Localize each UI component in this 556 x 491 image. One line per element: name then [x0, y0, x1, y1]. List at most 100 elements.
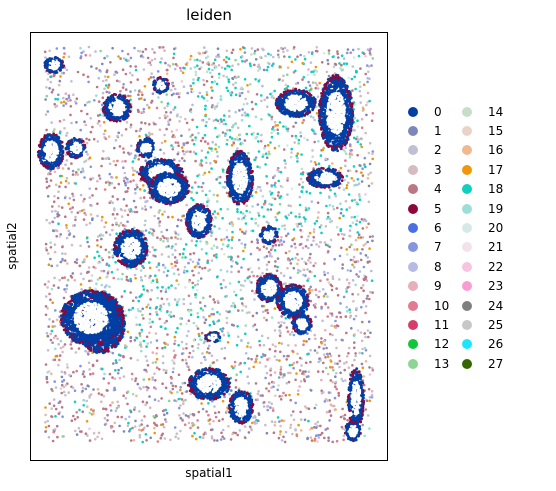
- scatter-point: [143, 205, 147, 208]
- scatter-point: [251, 107, 254, 111]
- scatter-point: [60, 383, 64, 387]
- scatter-point: [188, 280, 191, 284]
- scatter-point: [45, 128, 48, 132]
- scatter-point: [296, 253, 299, 256]
- scatter-point: [161, 361, 165, 365]
- scatter-point: [284, 162, 287, 165]
- scatter-point: [241, 142, 244, 145]
- scatter-point: [273, 120, 277, 124]
- scatter-point: [264, 365, 267, 368]
- scatter-point: [179, 386, 182, 389]
- scatter-point: [315, 293, 318, 297]
- scatter-point: [347, 169, 350, 173]
- scatter-point: [104, 137, 108, 140]
- scatter-point: [194, 138, 197, 142]
- scatter-point: [50, 329, 54, 333]
- scatter-point: [164, 61, 167, 65]
- scatter-point: [280, 315, 283, 318]
- scatter-point: [244, 324, 247, 327]
- scatter-point: [290, 330, 294, 334]
- scatter-point: [355, 306, 358, 310]
- scatter-point: [64, 179, 68, 183]
- scatter-point: [274, 243, 278, 247]
- scatter-point: [192, 252, 196, 255]
- scatter-point: [276, 257, 280, 260]
- scatter-point: [103, 423, 107, 426]
- scatter-point: [353, 346, 356, 350]
- scatter-point: [205, 350, 209, 354]
- scatter-point: [329, 379, 333, 382]
- scatter-point: [204, 107, 207, 111]
- scatter-point: [136, 382, 140, 386]
- scatter-point: [211, 89, 214, 92]
- scatter-point: [318, 290, 321, 293]
- scatter-point: [335, 387, 339, 391]
- scatter-point: [96, 140, 100, 143]
- scatter-point: [129, 336, 133, 339]
- scatter-point: [177, 283, 180, 286]
- scatter-point: [105, 69, 109, 72]
- scatter-point: [371, 368, 375, 372]
- scatter-point: [205, 90, 209, 94]
- scatter-point: [348, 206, 352, 209]
- scatter-point: [173, 87, 177, 91]
- scatter-point: [116, 400, 119, 404]
- scatter-point: [257, 267, 261, 270]
- scatter-point: [272, 385, 275, 389]
- scatter-point: [309, 360, 312, 364]
- scatter-point: [82, 200, 85, 203]
- scatter-point: [105, 90, 109, 94]
- scatter-point: [179, 317, 182, 320]
- scatter-point: [155, 352, 158, 355]
- scatter-point: [139, 276, 143, 279]
- scatter-point: [366, 48, 370, 51]
- scatter-point: [253, 158, 256, 162]
- scatter-point: [88, 286, 92, 290]
- scatter-point: [314, 261, 317, 265]
- scatter-point: [300, 190, 304, 193]
- scatter-point: [47, 184, 51, 188]
- scatter-point: [266, 405, 269, 408]
- scatter-point: [182, 298, 185, 301]
- scatter-point: [326, 58, 330, 62]
- scatter-point: [212, 419, 215, 423]
- scatter-point: [364, 305, 368, 308]
- scatter-point: [227, 238, 230, 242]
- scatter-point: [136, 186, 139, 189]
- scatter-point: [269, 367, 273, 371]
- scatter-point: [287, 257, 290, 260]
- scatter-point: [326, 295, 329, 298]
- scatter-point: [52, 398, 56, 401]
- scatter-point: [199, 338, 202, 341]
- scatter-point: [82, 398, 86, 402]
- scatter-point: [320, 431, 324, 435]
- scatter-point: [196, 426, 200, 429]
- scatter-point: [74, 351, 78, 354]
- scatter-point: [118, 358, 121, 362]
- scatter-point: [62, 46, 66, 50]
- scatter-point: [70, 80, 73, 83]
- scatter-point: [368, 427, 371, 430]
- scatter-point: [200, 361, 203, 365]
- scatter-point: [206, 197, 210, 200]
- scatter-point: [278, 334, 282, 338]
- scatter-point: [286, 85, 290, 88]
- scatter-point: [44, 295, 48, 298]
- scatter-point: [80, 430, 83, 433]
- scatter-point: [216, 212, 220, 215]
- scatter-point: [314, 337, 317, 341]
- scatter-point: [302, 343, 305, 347]
- scatter-point: [323, 400, 327, 403]
- scatter-point: [80, 51, 83, 55]
- scatter-point: [69, 343, 73, 346]
- scatter-point: [260, 304, 264, 308]
- scatter-point: [138, 433, 142, 437]
- scatter-point: [309, 252, 312, 256]
- scatter-point: [351, 65, 355, 68]
- scatter-point: [269, 141, 272, 144]
- scatter-point: [53, 250, 57, 254]
- scatter-point: [157, 268, 161, 272]
- scatter-point: [117, 131, 120, 135]
- scatter-point: [360, 180, 364, 183]
- scatter-point: [72, 93, 75, 96]
